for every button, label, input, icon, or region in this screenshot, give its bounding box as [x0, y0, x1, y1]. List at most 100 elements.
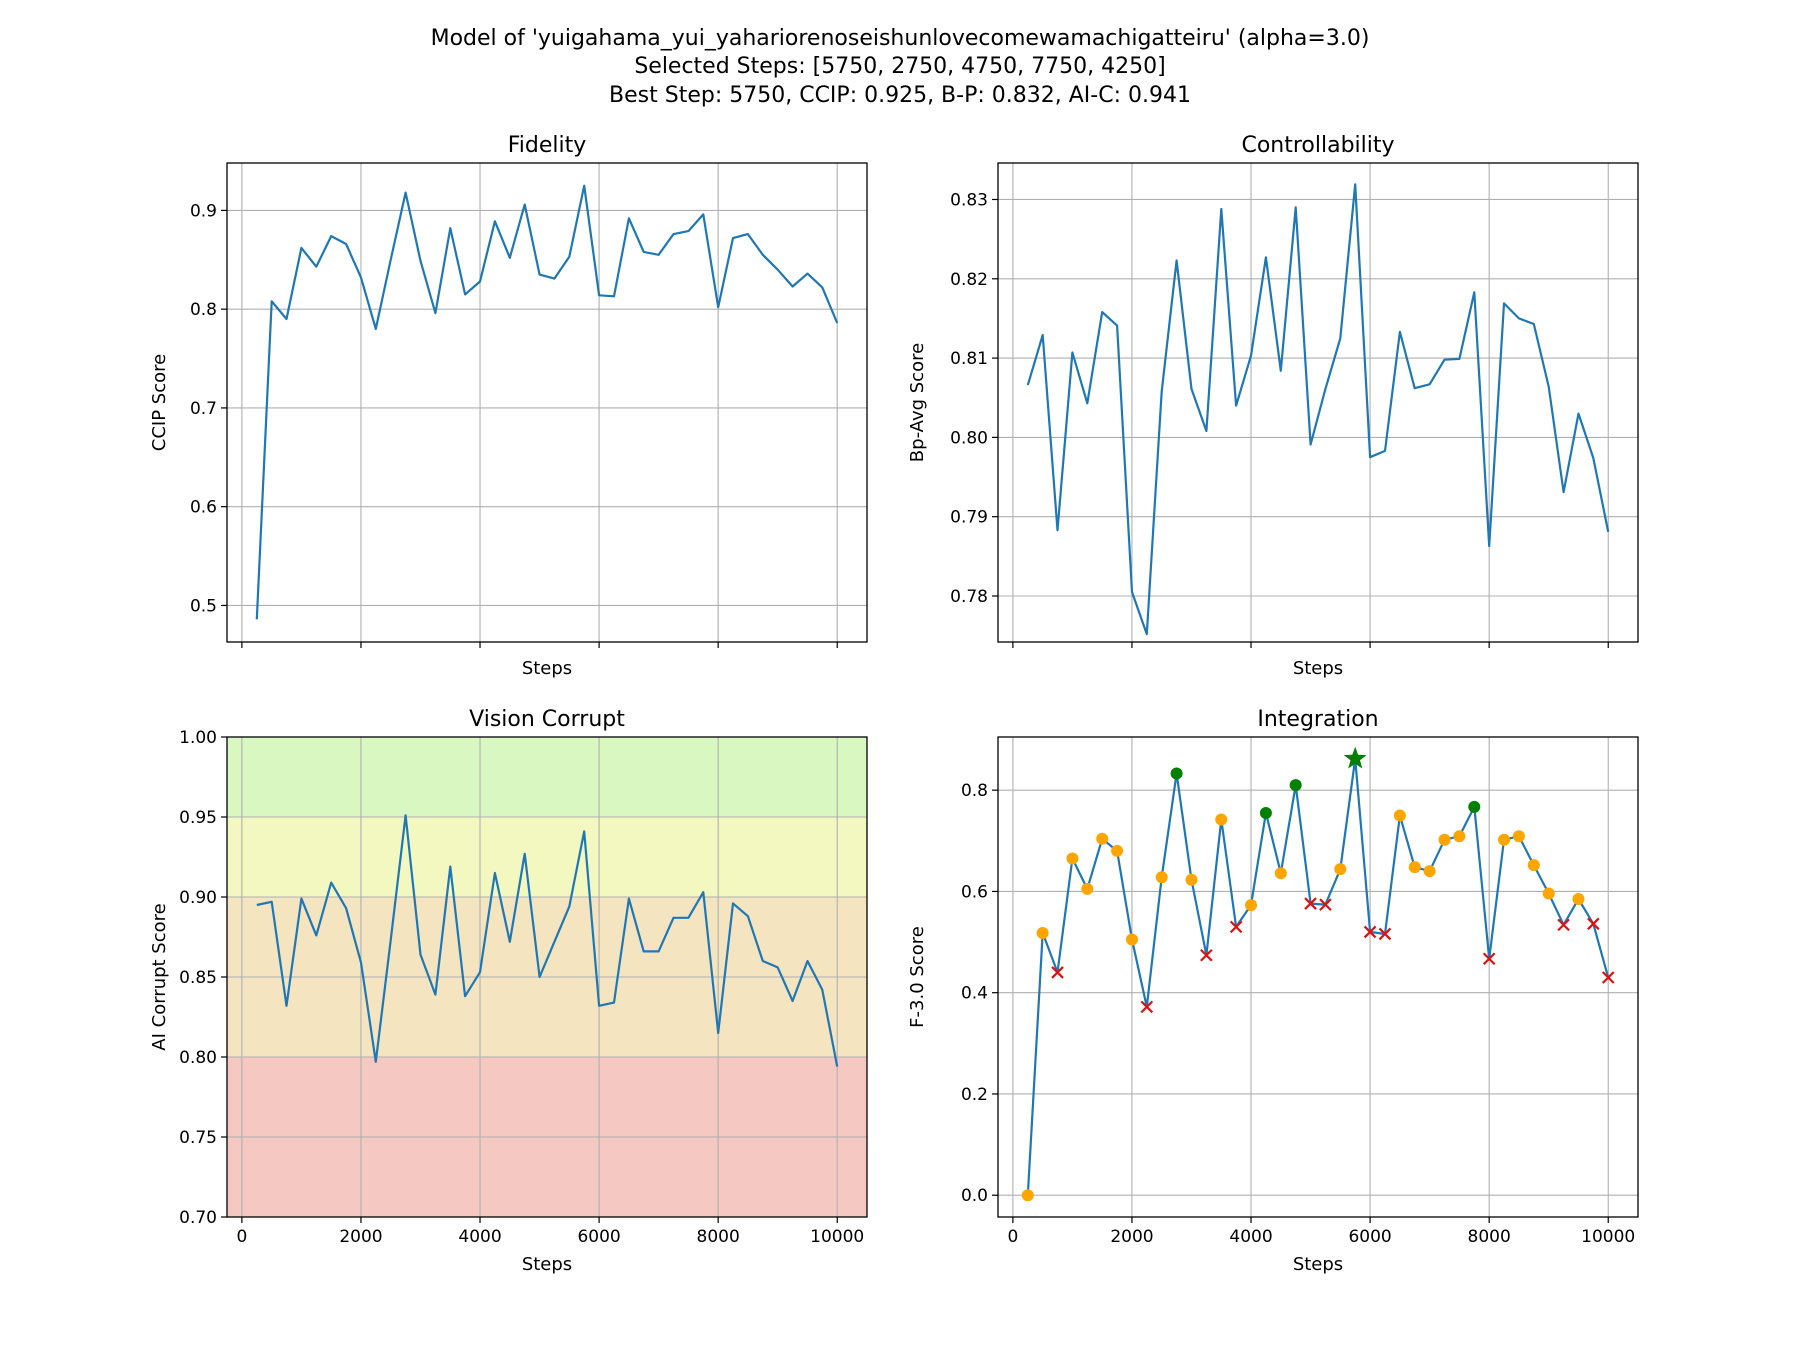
- fidelity-xlabel: Steps: [522, 658, 572, 679]
- figure-title-line-3: Best Step: 5750, CCIP: 0.925, B-P: 0.832…: [609, 83, 1191, 108]
- fidelity-axes-frame: [226, 162, 868, 643]
- integration-point-6500: [1393, 809, 1406, 822]
- fidelity-panel: 0.5 0.6 0.7 0.8 0.9 Fidelity Steps CCIP Score: [149, 133, 868, 679]
- controllability-ytick-label-2: 0.80: [950, 428, 988, 448]
- vision-corrupt-xtick-label-2000: 2000: [339, 1227, 382, 1247]
- fidelity-ytick-label-0: 0.5: [190, 596, 217, 616]
- integration-point-2750: [1170, 767, 1183, 780]
- vision-corrupt-xtick-label-8000: 8000: [697, 1227, 740, 1247]
- integration-point-6250: [1378, 927, 1392, 941]
- vision-corrupt-ytick-label-2: 0.80: [179, 1048, 217, 1068]
- integration-point-7500: [1453, 830, 1466, 843]
- vision-corrupt-ytick-label-3: 0.85: [179, 968, 217, 988]
- vision-corrupt-series-line: [256, 814, 839, 1067]
- controllability-ytick-label-5: 0.83: [950, 190, 988, 210]
- vision-corrupt-title: Vision Corrupt: [469, 707, 625, 732]
- fidelity-title: Fidelity: [508, 133, 587, 158]
- integration-ytick-label-3: 0.6: [961, 882, 988, 902]
- integration-ylabel: F-3.0 Score: [907, 926, 928, 1028]
- integration-point-2000: [1125, 933, 1138, 946]
- figure-title: Model of 'yuigahama_yui_yahariorenoseish…: [431, 26, 1370, 108]
- integration-point-7750: [1468, 800, 1481, 813]
- controllability-ytick-label-3: 0.81: [950, 349, 988, 369]
- integration-point-1000: [1066, 852, 1079, 865]
- vision-corrupt-xlabel: Steps: [522, 1254, 572, 1275]
- vision-corrupt-xtick-label-10000: 10000: [810, 1227, 864, 1247]
- integration-point-6000: [1363, 925, 1377, 939]
- integration-xtick-label-8000: 8000: [1468, 1227, 1511, 1247]
- integration-series-line: [1026, 757, 1610, 1196]
- vision-corrupt-zone-0: [227, 737, 867, 817]
- integration-point-6750: [1408, 861, 1421, 874]
- integration-ytick-label-0: 0.0: [961, 1186, 988, 1206]
- figure-title-line-1: Model of 'yuigahama_yui_yahariorenoseish…: [431, 26, 1370, 51]
- vision-corrupt-ytick-label-0: 0.70: [179, 1208, 217, 1228]
- integration-point-2250: [1140, 1000, 1154, 1014]
- vision-corrupt-ytick-label-5: 0.95: [179, 808, 217, 828]
- controllability-ylabel: Bp-Avg Score: [907, 343, 928, 462]
- integration-point-5750: [1343, 746, 1367, 769]
- vision-corrupt-xtick-label-6000: 6000: [577, 1227, 620, 1247]
- integration-point-3000: [1185, 873, 1198, 886]
- integration-point-10000: [1601, 971, 1615, 984]
- fidelity-ytick-label-1: 0.6: [190, 498, 217, 518]
- integration-point-9500: [1572, 893, 1585, 906]
- controllability-ytick-label-0: 0.78: [950, 587, 988, 607]
- fidelity-ytick-label-3: 0.8: [190, 300, 217, 320]
- vision-corrupt-ytick-label-1: 0.75: [179, 1128, 217, 1148]
- integration-point-3250: [1200, 948, 1213, 962]
- integration-point-9750: [1587, 917, 1600, 931]
- controllability-xlabel: Steps: [1293, 658, 1343, 679]
- integration-point-4500: [1274, 867, 1287, 880]
- vision-corrupt-ytick-label-4: 0.90: [179, 888, 217, 908]
- integration-panel: 0 2000 4000 6000 8000 10000 0.0 0.2 0.4 0.6 0.8 Int…: [907, 707, 1639, 1275]
- controllability-axes-frame: [997, 162, 1639, 643]
- figure-title-line-2: Selected Steps: [5750, 2750, 4750, 7750,…: [634, 54, 1165, 79]
- vision-corrupt-xtick-label-4000: 4000: [458, 1227, 501, 1247]
- integration-point-8000: [1482, 952, 1496, 966]
- integration-point-5500: [1334, 863, 1347, 876]
- vision-corrupt-zone-1: [227, 817, 867, 897]
- controllability-title: Controllability: [1241, 133, 1394, 158]
- integration-axes-frame: [997, 736, 1639, 1218]
- integration-point-8750: [1527, 859, 1540, 872]
- integration-point-2500: [1155, 871, 1168, 884]
- integration-point-3500: [1215, 813, 1228, 826]
- integration-point-500: [1036, 926, 1049, 939]
- vision-corrupt-panel: 0 2000 4000 6000 8000 10000 0.70 0.75 0.80 0.85 0.…: [149, 707, 868, 1275]
- integration-xlabel: Steps: [1293, 1254, 1343, 1275]
- integration-point-8500: [1512, 830, 1525, 843]
- integration-ytick-label-4: 0.8: [961, 781, 988, 801]
- integration-point-1250: [1081, 882, 1094, 895]
- integration-point-5000: [1304, 897, 1317, 910]
- vision-corrupt-xtick-label-0: 0: [236, 1227, 247, 1247]
- integration-xtick-label-2000: 2000: [1110, 1227, 1153, 1247]
- fidelity-ylabel: CCIP Score: [149, 354, 170, 451]
- fidelity-ytick-label-4: 0.9: [190, 201, 217, 221]
- controllability-ytick-label-4: 0.82: [950, 270, 988, 290]
- controllability-ytick-label-1: 0.79: [950, 508, 988, 528]
- integration-title: Integration: [1257, 707, 1378, 732]
- integration-point-9000: [1542, 887, 1555, 900]
- integration-point-750: [1051, 966, 1064, 979]
- integration-point-4750: [1289, 779, 1302, 792]
- integration-ytick-label-2: 0.4: [961, 984, 988, 1004]
- integration-point-8250: [1498, 833, 1511, 846]
- integration-point-250: [1021, 1189, 1034, 1202]
- integration-point-1750: [1111, 844, 1124, 857]
- integration-ytick-label-1: 0.2: [961, 1085, 988, 1105]
- integration-point-7250: [1438, 833, 1451, 846]
- fidelity-ytick-label-2: 0.7: [190, 399, 217, 419]
- vision-corrupt-ytick-label-6: 1.00: [179, 728, 217, 748]
- integration-point-4250: [1259, 806, 1272, 819]
- vision-corrupt-ylabel: AI Corrupt Score: [149, 903, 170, 1050]
- integration-xtick-label-4000: 4000: [1229, 1227, 1272, 1247]
- controllability-panel: 0.78 0.79 0.80 0.81 0.82 0.83 Controllability S…: [907, 133, 1639, 679]
- integration-point-9250: [1557, 918, 1570, 932]
- integration-xtick-label-6000: 6000: [1348, 1227, 1391, 1247]
- fidelity-series-line: [255, 184, 839, 620]
- integration-point-5250: [1319, 898, 1332, 911]
- controllability-series-line: [1026, 183, 1610, 636]
- integration-point-3750: [1229, 920, 1243, 934]
